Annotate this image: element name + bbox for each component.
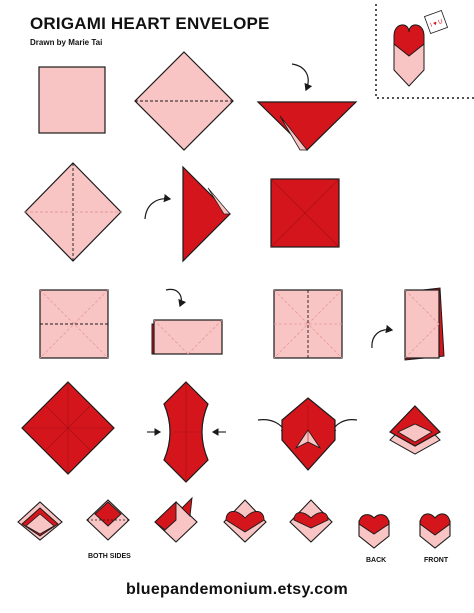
step-8-folded-rectangle [151, 288, 223, 355]
caption-back: BACK [366, 557, 387, 564]
curved-arrow-icon [291, 63, 313, 92]
author-credit: Drawn by Marie Tai [30, 38, 103, 47]
caption-both-sides: BOTH SIDES [88, 553, 131, 560]
step-6-red-square [270, 178, 340, 248]
step-12-collapse-sides [147, 381, 226, 483]
curved-arrow-icon [165, 288, 187, 308]
step-21-front-view [419, 513, 451, 549]
note-text: I ♥ U [430, 19, 444, 29]
footer-url: bluepandemonium.etsy.com [125, 581, 349, 598]
step-3-triangle [256, 63, 358, 151]
step-1-square [38, 66, 106, 134]
step-16-both-sides [86, 499, 130, 541]
caption-front: FRONT [424, 557, 449, 564]
step-19-heart-rounded [289, 499, 333, 543]
step-15-open-point [17, 501, 63, 541]
step-2-diamond-fold-line [134, 51, 234, 151]
finished-envelope-preview: I ♥ U [375, 4, 474, 99]
step-13-fold-flaps [257, 397, 358, 471]
step-9-square-vertical-crease [273, 289, 343, 359]
finished-heart: I ♥ U [393, 9, 449, 87]
step-7-square-creases [39, 289, 109, 359]
step-20-back-view [358, 514, 390, 549]
step-17-flap-up [154, 496, 198, 543]
love-note-card: I ♥ U [423, 9, 449, 35]
step-14-small-diamond [389, 405, 441, 455]
curved-arrow-icon [371, 324, 394, 349]
step-10-vertical-fold [371, 287, 445, 361]
curved-arrow-icon [144, 193, 172, 220]
step-5-half-fold [144, 165, 231, 263]
step-18-heart-top [223, 499, 267, 543]
page-title: ORIGAMI HEART ENVELOPE [30, 14, 270, 33]
step-4-diamond-creases [24, 162, 122, 262]
step-11-red-diamond [21, 381, 115, 475]
